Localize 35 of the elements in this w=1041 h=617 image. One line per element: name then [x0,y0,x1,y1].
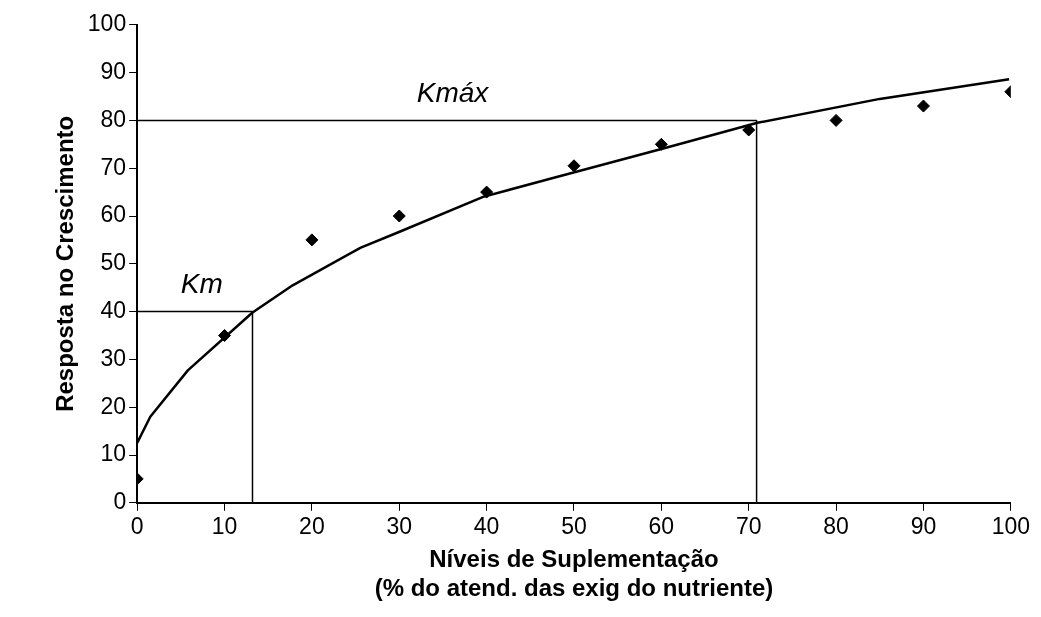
annotation: Kmáx [416,77,490,109]
y-tick-label: 0 [113,488,127,515]
point [480,185,494,199]
point [305,233,319,247]
x-tick-label: 30 [386,512,413,539]
point [829,113,843,127]
y-tick-label: 60 [100,201,127,228]
point [654,137,668,151]
point [567,159,581,173]
y-tick-label: 80 [100,105,127,132]
y-tick-label: 40 [100,296,127,323]
x-tick-label: 40 [473,512,500,539]
y-tick-label: 30 [100,344,127,371]
x-tick-label: 80 [823,512,849,539]
y-axis-title: Resposta no Crescimento [51,115,79,412]
x-tick-label: 60 [648,512,675,539]
point [218,329,232,342]
y-tick-label: 70 [100,153,127,180]
x-tick-label: 20 [299,512,325,539]
x-tick-label: 50 [561,512,587,539]
x-tick-label: 70 [735,512,762,539]
x-tick-label: 90 [910,512,937,539]
point [392,209,406,223]
point [916,99,930,113]
y-tick-label: 20 [100,392,127,419]
y-tick-label: 100 [87,10,127,37]
y-tick-label: 10 [100,440,127,467]
x-axis-title: Níveis de Suplementação (% do atend. das exig do nutriente) [374,545,774,602]
x-tick-label: 100 [991,512,1030,539]
x-tick-label: 0 [130,512,144,539]
annotation: Km [180,268,223,300]
point [742,123,756,137]
y-tick-label: 90 [100,57,127,84]
x-tick-label: 10 [211,512,238,539]
y-tick-label: 50 [100,249,127,276]
